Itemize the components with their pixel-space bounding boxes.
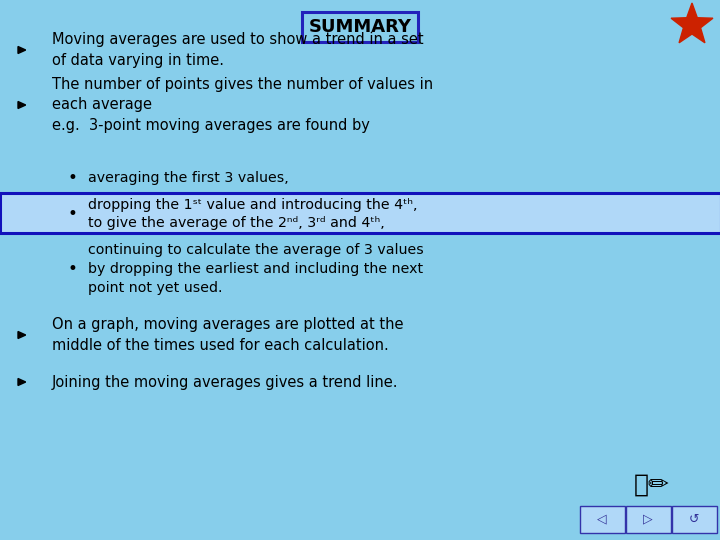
Text: Joining the moving averages gives a trend line.: Joining the moving averages gives a tren… <box>52 375 398 389</box>
FancyBboxPatch shape <box>626 505 670 532</box>
Text: ◁: ◁ <box>597 512 607 525</box>
Polygon shape <box>18 332 26 339</box>
FancyBboxPatch shape <box>580 505 624 532</box>
Text: •: • <box>67 260 77 278</box>
Text: •: • <box>67 169 77 187</box>
Polygon shape <box>671 3 713 43</box>
Text: On a graph, moving averages are plotted at the
middle of the times used for each: On a graph, moving averages are plotted … <box>52 318 403 353</box>
Text: •: • <box>67 205 77 223</box>
Text: ↺: ↺ <box>689 512 699 525</box>
Text: continuing to calculate the average of 3 values
by dropping the earliest and inc: continuing to calculate the average of 3… <box>88 243 424 295</box>
Text: 📓✏: 📓✏ <box>634 473 670 497</box>
Text: dropping the 1ˢᵗ value and introducing the 4ᵗʰ,
to give the average of the 2ⁿᵈ, : dropping the 1ˢᵗ value and introducing t… <box>88 198 418 231</box>
Text: ▷: ▷ <box>643 512 653 525</box>
Text: Moving averages are used to show a trend in a set
of data varying in time.: Moving averages are used to show a trend… <box>52 32 423 68</box>
Text: SUMMARY: SUMMARY <box>308 18 412 36</box>
Polygon shape <box>18 46 26 53</box>
FancyBboxPatch shape <box>0 193 720 233</box>
Polygon shape <box>18 379 26 386</box>
Text: The number of points gives the number of values in
each average
e.g.  3-point mo: The number of points gives the number of… <box>52 77 433 133</box>
Text: averaging the first 3 values,: averaging the first 3 values, <box>88 171 289 185</box>
FancyBboxPatch shape <box>672 505 716 532</box>
Polygon shape <box>18 102 26 109</box>
